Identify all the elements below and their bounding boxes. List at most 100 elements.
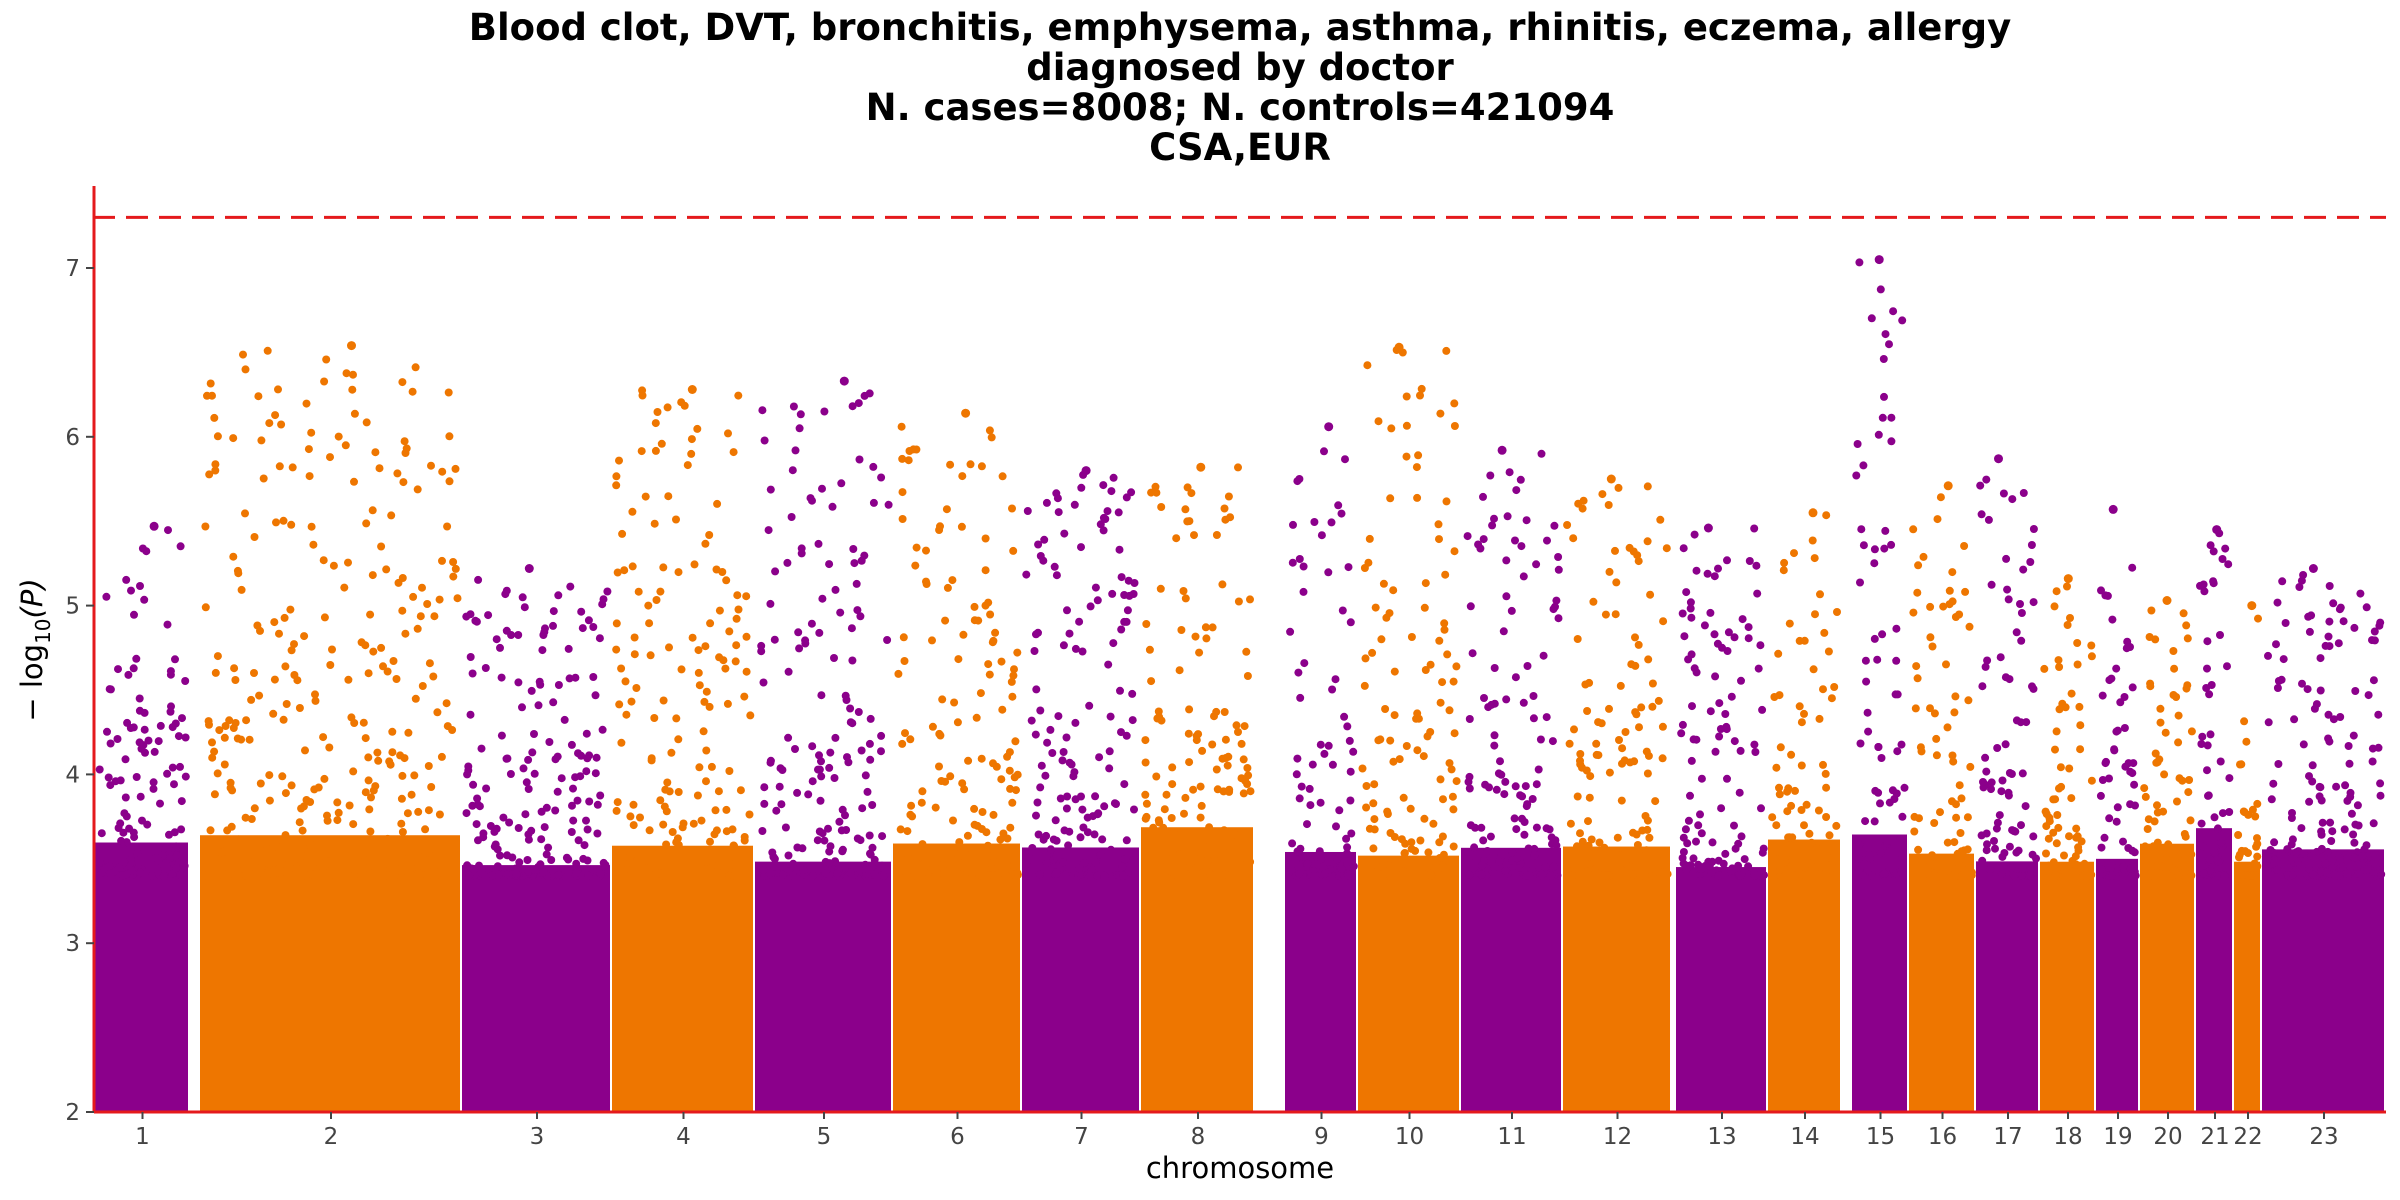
chr-2-point [256, 779, 265, 788]
chr-4-point [740, 836, 749, 845]
chr-10-point [1432, 858, 1440, 867]
chr-16-point [1949, 757, 1958, 766]
chr-4-point [701, 539, 710, 548]
chr-6-point [976, 689, 985, 698]
chr-11-point [1501, 777, 1510, 786]
chr-23-point [2349, 731, 2358, 740]
chr-5-point [877, 747, 885, 756]
chr-4-density-block [612, 845, 753, 1112]
chr-16-peak-point [1943, 481, 1953, 491]
chr-8-point [1220, 708, 1229, 716]
chr-5-point [789, 871, 798, 880]
chr-16-point [1965, 871, 1974, 880]
chr-1-point [97, 869, 106, 878]
chr-18-point [2042, 849, 2050, 858]
chr-2-point [398, 828, 407, 836]
chr-17-point [1979, 778, 1987, 786]
chr-21-point [2210, 848, 2219, 857]
chr-12-point [1611, 610, 1620, 619]
chr-16-point [1932, 751, 1941, 760]
x-axis-ticks: 1 2 3 4 5 6 7 8 9 10 11 12 13 14 15 16 17 18 19 20 21 22 23 [135, 1112, 2339, 1150]
chr-19-point [2105, 676, 2114, 685]
chr-1-point [125, 824, 134, 833]
chr-8-point [1205, 841, 1214, 850]
chr-23-point [2335, 853, 2344, 862]
chr-12-point [1570, 725, 1578, 734]
chr-22-point [2237, 846, 2246, 855]
chr-23-point [2351, 820, 2360, 829]
chr-14-point [1800, 821, 1808, 830]
chr-2-point [367, 793, 375, 802]
chr-3-point [562, 853, 571, 862]
chr-10-point [1363, 361, 1372, 370]
chr-15-point [1892, 656, 1901, 665]
chr-2-point [399, 478, 408, 487]
chr-20-point [2156, 718, 2165, 727]
chr-4-point [710, 830, 719, 839]
chr-18-point [2054, 656, 2063, 665]
chr-21-point [2214, 871, 2223, 880]
chr-21-point [2206, 541, 2215, 550]
chr-5-point [863, 787, 872, 796]
chr-10-point [1426, 660, 1435, 669]
chr-15-point [1887, 437, 1896, 446]
chr-14-point [1819, 685, 1827, 694]
chr-14-point [1797, 806, 1806, 814]
chr-15-point [1884, 837, 1893, 845]
chr-6-point [989, 810, 998, 819]
chr-13-density-block [1676, 867, 1766, 1112]
chr-14-point [1770, 843, 1779, 852]
chr-8-point [1145, 645, 1154, 654]
chr-23-point [2279, 655, 2288, 664]
chr-4-point [713, 499, 722, 508]
chr-4-point [636, 813, 644, 822]
chr-2-point [322, 857, 331, 866]
chr-6-point [1012, 786, 1020, 795]
chr-11-point [1554, 614, 1563, 623]
chr-3-point [585, 797, 594, 806]
chr-9-point [1310, 871, 1318, 880]
chr-7-point [1022, 859, 1031, 868]
chr-2-point [418, 845, 427, 854]
chr-16-point [1909, 525, 1918, 534]
chr-3-point [524, 785, 533, 793]
chr-15-point [1874, 430, 1883, 439]
chr-21-point [2218, 555, 2227, 563]
chr-16-density-block [1909, 853, 1974, 1112]
chr-8-point [1149, 823, 1158, 832]
chr-9-point [1335, 806, 1344, 815]
chr-5-point [865, 739, 874, 748]
chr-3-point [497, 673, 506, 682]
chr-5-point [791, 745, 799, 753]
chr-2-point [373, 748, 382, 757]
chr-10-point [1402, 742, 1411, 750]
chr-6-point [957, 522, 966, 531]
chr-10-point [1423, 732, 1432, 741]
chr-18-point [2076, 745, 2085, 754]
chr-2-point [408, 387, 417, 396]
chr-23-point [2353, 801, 2362, 810]
chr-23-point [2273, 598, 2282, 607]
chr-2-point [403, 809, 412, 818]
chr-6-point [954, 655, 963, 664]
chr-18-point [2049, 795, 2058, 804]
chr-5-point [770, 635, 779, 644]
chr-4-point [613, 568, 622, 577]
chr-1-point [124, 670, 133, 679]
chr-1-point [140, 725, 149, 734]
chr-2-point [211, 466, 220, 475]
chr-2-density-block [200, 835, 460, 1112]
chr-3-point [464, 762, 473, 771]
chr-11-point [1507, 606, 1516, 615]
chr-11-point [1478, 861, 1487, 870]
chr-3-point [495, 870, 503, 879]
chr-11-point [1511, 536, 1519, 545]
chr-6-point [931, 803, 940, 812]
chr-8-point [1220, 504, 1229, 513]
chr-9-point [1349, 862, 1358, 871]
chr-21-point [2218, 809, 2227, 818]
chr-7-point [1128, 689, 1137, 698]
chr-18-point [2072, 860, 2081, 869]
chr-2-point [257, 862, 266, 871]
chr-4-point [732, 641, 741, 650]
